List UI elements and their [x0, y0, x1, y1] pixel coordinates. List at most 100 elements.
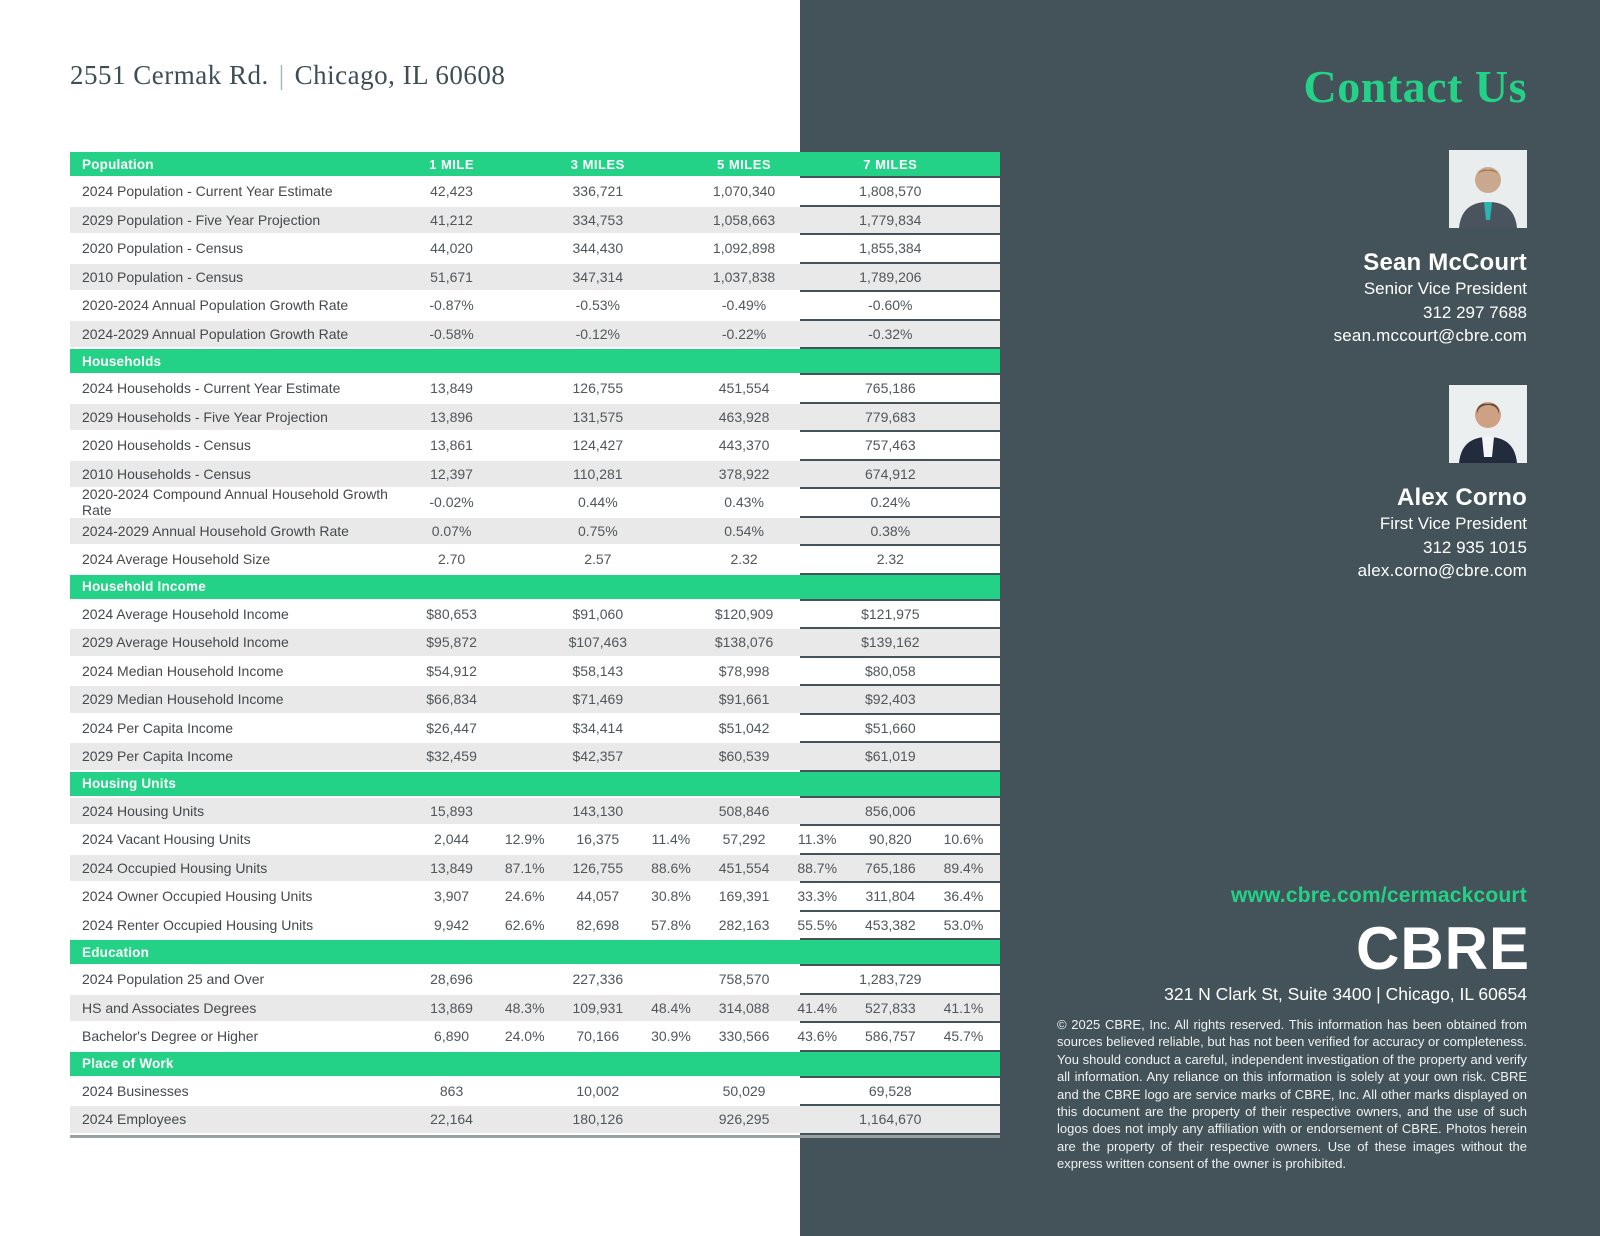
- table-row: 2029 Population - Five Year Projection 41…: [70, 206, 1000, 233]
- table-row: 2024 Owner Occupied Housing Units 3,907 24…: [70, 883, 1000, 910]
- table-cell: 2.32: [730, 551, 758, 568]
- table-cell: 1,779,834: [859, 211, 922, 228]
- contact-card-alex: Alex Corno First Vice President 312 935 …: [1358, 385, 1527, 583]
- table-cell: 143,130: [572, 802, 624, 819]
- table-cell: 1,789,206: [859, 268, 922, 285]
- table-cell: $91,060: [572, 605, 624, 622]
- table-row: 2024 Renter Occupied Housing Units 9,942 6…: [70, 911, 1000, 938]
- table-cell: 863: [439, 1082, 464, 1099]
- property-address-title: 2551 Cermak Rd. | Chicago, IL 60608: [70, 60, 505, 91]
- table-cell: 10.6%: [943, 831, 984, 848]
- table-cell: 757,463: [865, 437, 916, 454]
- table-cell: 126,755: [572, 859, 624, 876]
- contact-email-link[interactable]: sean.mccourt@cbre.com: [1333, 326, 1527, 345]
- table-cell: $51,660: [865, 719, 916, 736]
- contact-email-link[interactable]: alex.corno@cbre.com: [1357, 561, 1527, 580]
- table-row: 2024 Businesses 863 10,002 50,029 69,528: [70, 1077, 1000, 1104]
- table-cell: 527,833: [865, 999, 916, 1016]
- row-label: 2024 Average Household Income: [82, 605, 289, 622]
- row-label: 2029 Households - Five Year Projection: [82, 408, 328, 425]
- table-row: 2010 Households - Census 12,397 110,281 378…: [70, 460, 1000, 487]
- table-cell: 88.6%: [651, 859, 691, 876]
- contact-title: First Vice President: [1379, 514, 1527, 533]
- table-row: 2024 Housing Units 15,893 143,130 508,846 85…: [70, 797, 1000, 824]
- row-label: 2029 Population - Five Year Projection: [82, 211, 321, 228]
- table-cell: 0.44%: [577, 494, 618, 511]
- row-label: 2024 Households - Current Year Estimate: [82, 380, 341, 397]
- headshot-photo: [1449, 385, 1527, 463]
- table-cell: 586,757: [865, 1028, 916, 1045]
- table-cell: $51,042: [718, 719, 770, 736]
- table-cell: 87.1%: [504, 859, 545, 876]
- table-row: 2024 Median Household Income $54,912 $58,1…: [70, 657, 1000, 684]
- table-cell: 758,570: [718, 971, 770, 988]
- table-row: 2024 Vacant Housing Units 2,044 12.9% 16,37…: [70, 826, 1000, 853]
- row-label: 2024 Renter Occupied Housing Units: [82, 916, 314, 933]
- section-title: Households: [82, 353, 162, 369]
- table-cell: 12.9%: [504, 831, 545, 848]
- table-cell: 88.7%: [797, 859, 838, 876]
- table-cell: 674,912: [865, 465, 916, 482]
- table-cell: 41.4%: [797, 999, 838, 1016]
- table-cell: 1,092,898: [712, 240, 776, 257]
- table-cell: 24.0%: [504, 1028, 545, 1045]
- table-cell: 110,281: [573, 465, 623, 482]
- table-cell: 1,855,384: [859, 240, 922, 257]
- property-website-link[interactable]: www.cbre.com/cermackcourt: [1230, 884, 1527, 907]
- table-cell: 0.07%: [431, 522, 472, 539]
- table-cell: -0.53%: [575, 297, 620, 314]
- table-cell: 311,804: [865, 888, 916, 905]
- table-row: 2024-2029 Annual Population Growth Rate -…: [70, 320, 1000, 347]
- row-label: 2020-2024 Compound Annual Household Grow…: [82, 486, 388, 519]
- table-row: 2010 Population - Census 51,671 347,314 1,0…: [70, 263, 1000, 290]
- section-header: Households: [70, 349, 1000, 373]
- table-cell: $61,019: [865, 748, 916, 765]
- table-cell: 62.6%: [504, 916, 545, 933]
- table-cell: 344,430: [572, 240, 624, 257]
- person-silhouette-icon: [1449, 150, 1527, 228]
- table-cell: $42,357: [572, 748, 624, 765]
- table-cell: 336,721: [572, 183, 624, 200]
- table-cell: 57,292: [722, 831, 766, 848]
- section-header: Place of Work: [70, 1051, 1000, 1076]
- table-cell: 109,931: [572, 999, 624, 1016]
- table-cell: $58,143: [572, 662, 624, 679]
- table-cell: $34,414: [572, 719, 624, 736]
- table-cell: 70,166: [576, 1028, 620, 1045]
- row-label: 2024-2029 Annual Population Growth Rate: [82, 325, 349, 342]
- person-silhouette-icon: [1449, 385, 1527, 463]
- table-cell: 6,890: [434, 1028, 470, 1045]
- table-cell: 2.70: [437, 551, 466, 568]
- table-row: 2029 Per Capita Income $32,459 $42,357 $60,…: [70, 743, 1000, 770]
- table-cell: 12,397: [430, 465, 473, 482]
- table-cell: 1,037,838: [712, 268, 776, 285]
- table-row: 2029 Median Household Income $66,834 $71,4…: [70, 686, 1000, 713]
- table-cell: 2,044: [434, 831, 470, 848]
- table-cell: 334,753: [572, 211, 624, 228]
- table-cell: 48.4%: [651, 999, 691, 1016]
- table-cell: 57.8%: [651, 916, 691, 933]
- table-cell: 131,575: [572, 408, 624, 425]
- table-cell: $32,459: [426, 748, 477, 765]
- table-cell: 11.3%: [797, 831, 837, 848]
- table-cell: 169,391: [718, 888, 770, 905]
- table-row: 2020 Population - Census 44,020 344,430 1,0…: [70, 235, 1000, 262]
- table-row: 2024 Per Capita Income $26,447 $34,414 $51,…: [70, 714, 1000, 741]
- section-header: Education: [70, 940, 1000, 964]
- row-label: 2020-2024 Annual Population Growth Rate: [82, 297, 349, 314]
- table-cell: 13,896: [430, 408, 473, 425]
- table-cell: 41,212: [430, 211, 473, 228]
- table-cell: 2.32: [876, 551, 904, 568]
- table-cell: $91,661: [718, 691, 770, 708]
- row-label: 2029 Per Capita Income: [82, 748, 233, 765]
- row-label: 2029 Median Household Income: [82, 691, 284, 708]
- table-cell: 765,186: [865, 380, 916, 397]
- table-cell: 30.8%: [651, 888, 691, 905]
- table-row: 2024 Population - Current Year Estimate 4…: [70, 178, 1000, 205]
- table-cell: 55.5%: [797, 916, 838, 933]
- table-cell: 126,755: [572, 380, 624, 397]
- table-cell: 856,006: [865, 802, 916, 819]
- row-label: 2024 Population 25 and Over: [82, 971, 265, 988]
- table-cell: 33.3%: [797, 888, 838, 905]
- table-cell: 51,671: [430, 268, 473, 285]
